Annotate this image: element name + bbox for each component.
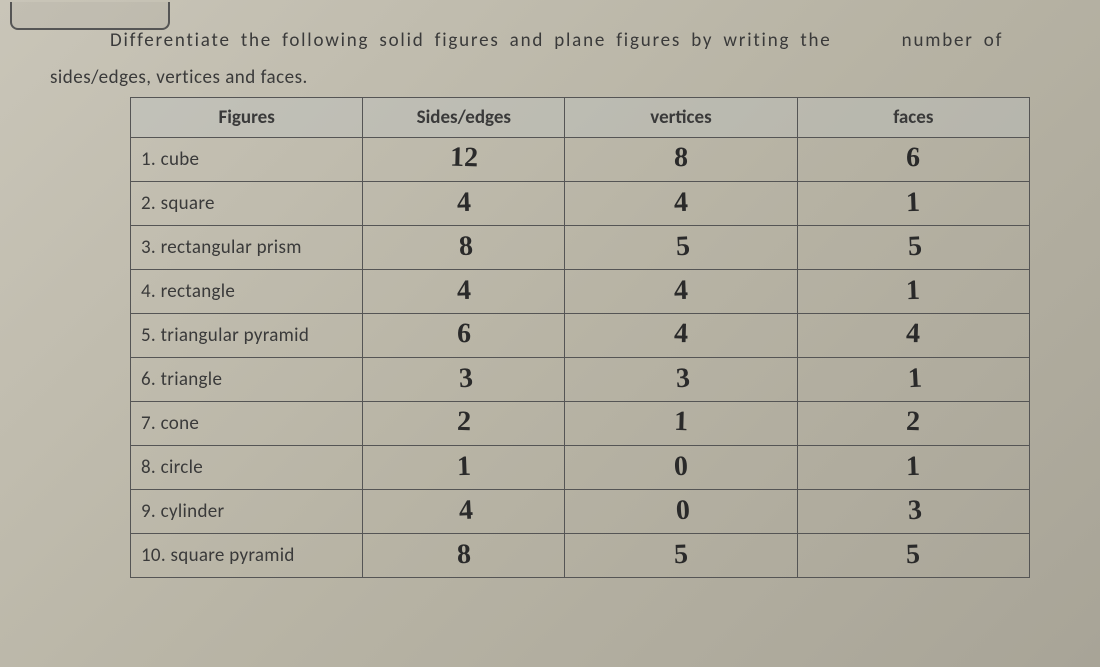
table-row: 3. rectangular prism 8 5 5 [131,225,1030,269]
cell-figure: 2. square [131,181,363,225]
instruction-text-right: number of [902,20,1004,62]
table-row: 8. circle 1 0 1 [131,445,1030,489]
handwritten-value: 5 [674,541,689,569]
cell-vertices: 3 [565,357,797,401]
handwritten-value: 3 [675,365,690,394]
cell-vertices: 0 [565,489,797,533]
cell-faces: 1 [797,181,1029,225]
cell-faces: 5 [797,225,1029,269]
table-row: 7. cone 2 1 2 [131,401,1030,445]
handwritten-value: 5 [908,233,923,262]
cell-faces: 1 [797,357,1029,401]
handwritten-value: 8 [456,541,471,569]
handwritten-value: 3 [908,497,923,526]
page-corner-tab [10,2,170,30]
handwritten-value: 12 [449,144,478,173]
table-row: 1. cube 12 8 6 [131,137,1030,181]
cell-vertices: 0 [565,445,797,489]
cell-figure: 3. rectangular prism [131,225,363,269]
header-vertices: vertices [565,97,797,137]
cell-figure: 6. triangle [131,357,363,401]
handwritten-value: 1 [906,277,921,305]
handwritten-value: 6 [906,144,921,172]
instruction-text-left: Differentiate the following solid figure… [110,29,832,52]
header-faces: faces [797,97,1029,137]
handwritten-value: 5 [906,541,921,569]
cell-sides-edges: 12 [363,137,565,181]
header-sides-edges: Sides/edges [363,97,565,137]
handwritten-value: 1 [908,365,923,394]
cell-vertices: 5 [565,225,797,269]
handwritten-value: 4 [674,189,689,217]
handwritten-value: 4 [456,277,471,305]
cell-sides-edges: 3 [363,357,565,401]
handwritten-value: 1 [906,453,921,481]
handwritten-value: 1 [906,189,921,217]
cell-vertices: 1 [565,401,797,445]
handwritten-value: 4 [458,497,473,526]
cell-faces: 1 [797,269,1029,313]
handwritten-value: 4 [906,320,921,348]
cell-faces: 5 [797,533,1029,577]
cell-vertices: 4 [565,313,797,357]
table-header-row: Figures Sides/edges vertices faces [131,97,1030,137]
handwritten-value: 8 [674,144,689,172]
cell-faces: 2 [797,401,1029,445]
table-row: 4. rectangle 4 4 1 [131,269,1030,313]
table-body: 1. cube12862. square4413. rectangular pr… [131,137,1030,577]
cell-sides-edges: 4 [363,489,565,533]
table-row: 2. square 4 4 1 [131,181,1030,225]
cell-vertices: 4 [565,269,797,313]
instruction-line-1: Differentiate the following solid figure… [110,20,1050,62]
cell-vertices: 5 [565,533,797,577]
handwritten-value: 4 [674,277,689,305]
cell-figure: 10. square pyramid [131,533,363,577]
cell-sides-edges: 6 [363,313,565,357]
cell-vertices: 4 [565,181,797,225]
cell-figure: 1. cube [131,137,363,181]
handwritten-value: 6 [456,320,471,348]
cell-sides-edges: 1 [363,445,565,489]
handwritten-value: 2 [906,408,921,436]
table-row: 9. cylinder 4 0 3 [131,489,1030,533]
handwritten-value: 4 [456,189,471,217]
cell-figure: 9. cylinder [131,489,363,533]
table-row: 5. triangular pyramid 6 4 4 [131,313,1030,357]
cell-vertices: 8 [565,137,797,181]
figures-table: Figures Sides/edges vertices faces 1. cu… [130,97,1030,578]
handwritten-value: 2 [456,408,471,436]
cell-sides-edges: 2 [363,401,565,445]
cell-faces: 6 [797,137,1029,181]
cell-figure: 8. circle [131,445,363,489]
table-row: 10. square pyramid 8 5 5 [131,533,1030,577]
instruction-line-2: sides/edges, vertices and faces. [50,66,1050,89]
handwritten-value: 3 [458,365,473,394]
header-figures: Figures [131,97,363,137]
cell-sides-edges: 8 [363,225,565,269]
cell-figure: 4. rectangle [131,269,363,313]
cell-sides-edges: 4 [363,181,565,225]
cell-figure: 5. triangular pyramid [131,313,363,357]
handwritten-value: 8 [458,233,473,262]
handwritten-value: 0 [675,497,690,526]
cell-faces: 1 [797,445,1029,489]
cell-faces: 3 [797,489,1029,533]
handwritten-value: 1 [674,408,689,436]
cell-sides-edges: 4 [363,269,565,313]
table-row: 6. triangle 3 3 1 [131,357,1030,401]
handwritten-value: 0 [674,453,689,481]
cell-figure: 7. cone [131,401,363,445]
cell-sides-edges: 8 [363,533,565,577]
cell-faces: 4 [797,313,1029,357]
worksheet-page: Differentiate the following solid figure… [50,20,1050,578]
handwritten-value: 5 [675,233,690,262]
handwritten-value: 4 [674,320,689,348]
handwritten-value: 1 [456,453,471,481]
